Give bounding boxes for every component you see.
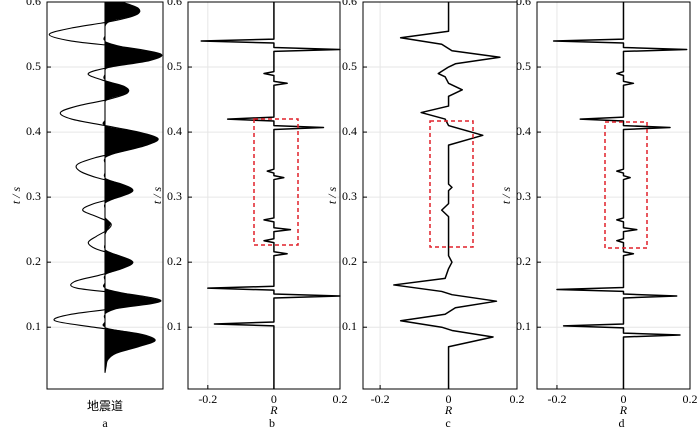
y-label: t / s xyxy=(325,187,339,205)
y-tick-label: 0.6 xyxy=(26,0,41,8)
highlight-box xyxy=(604,121,648,249)
x-tick-label: 0 xyxy=(620,392,626,406)
x-label: R xyxy=(269,403,278,417)
y-label: t / s xyxy=(9,187,23,205)
y-tick-label: 0.5 xyxy=(26,59,41,73)
plot-frame xyxy=(187,1,341,390)
highlight-box xyxy=(253,118,299,246)
panel: 0.1 0.2 0.3 0.4 0.5 0.6 -0.2 0 0.2 Rt / s b xyxy=(150,0,348,430)
y-tick-label: 0.2 xyxy=(26,254,41,268)
x-tick-label: 0.2 xyxy=(683,392,698,406)
y-tick-label: 0.1 xyxy=(342,319,357,333)
plot-frame xyxy=(536,1,691,390)
x-tick-label: -0.2 xyxy=(547,392,566,406)
y-label: t / s xyxy=(150,187,164,205)
x-label: R xyxy=(444,403,453,417)
x-tick-label: -0.2 xyxy=(198,392,217,406)
y-tick-label: 0.4 xyxy=(516,124,531,138)
y-tick-label: 0.5 xyxy=(516,59,531,73)
y-tick-label: 0.3 xyxy=(516,189,531,203)
positive-fill xyxy=(102,2,162,373)
x-tick-label: 0 xyxy=(271,392,277,406)
panel-caption: b xyxy=(269,416,275,430)
panel-caption: d xyxy=(619,416,625,430)
plot-frame xyxy=(362,1,518,390)
y-tick-label: 0.6 xyxy=(516,0,531,8)
y-tick-label: 0.6 xyxy=(167,0,182,8)
reflectivity-line xyxy=(200,2,341,389)
reflectivity-line xyxy=(552,2,688,389)
x-tick-label: 0.2 xyxy=(510,392,525,406)
y-tick-label: 0.1 xyxy=(26,319,41,333)
panel-caption: c xyxy=(445,416,450,430)
y-tick-label: 0.1 xyxy=(516,319,531,333)
y-tick-label: 0.4 xyxy=(26,124,41,138)
y-label: t / s xyxy=(499,187,513,205)
y-tick-label: 0.6 xyxy=(342,0,357,8)
panel: 0.1 0.2 0.3 0.4 0.5 0.6 -0.2 0 0.2 Rt / s c xyxy=(325,0,525,430)
y-tick-label: 0.1 xyxy=(167,319,182,333)
panel: 0.1 0.2 0.3 0.4 0.5 0.6 -0.2 0 0.2 Rt / s d xyxy=(499,0,698,430)
x-tick-label: 0.2 xyxy=(333,392,348,406)
x-label: 地震道 xyxy=(87,399,123,413)
y-tick-label: 0.2 xyxy=(342,254,357,268)
y-tick-label: 0.5 xyxy=(342,59,357,73)
trace xyxy=(48,1,163,373)
x-tick-label: -0.2 xyxy=(371,392,390,406)
panel: 0.1 0.2 0.3 0.4 0.5 0.6 地震道 t / s a xyxy=(9,0,164,430)
panel-caption: a xyxy=(102,416,108,430)
x-tick-label: 0 xyxy=(446,392,452,406)
reflectivity-line xyxy=(393,2,501,389)
y-tick-label: 0.3 xyxy=(26,189,41,203)
y-tick-label: 0.4 xyxy=(342,124,357,138)
y-tick-label: 0.4 xyxy=(167,124,182,138)
y-tick-label: 0.3 xyxy=(342,189,357,203)
y-tick-label: 0.5 xyxy=(167,59,182,73)
y-tick-label: 0.2 xyxy=(167,254,182,268)
highlight-box xyxy=(429,120,474,248)
y-tick-label: 0.3 xyxy=(167,189,182,203)
y-tick-label: 0.2 xyxy=(516,254,531,268)
x-label: R xyxy=(619,403,628,417)
